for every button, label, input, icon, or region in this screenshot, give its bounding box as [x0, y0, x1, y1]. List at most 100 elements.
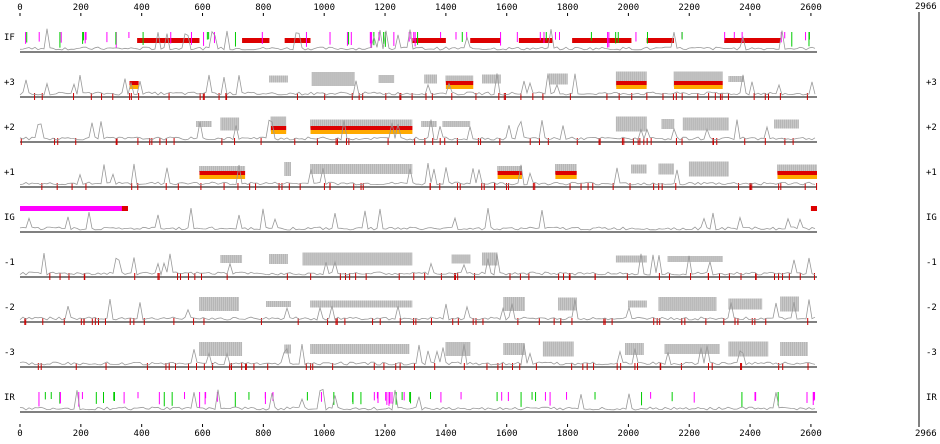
axis-tick-label: 600 [194, 429, 210, 439]
orf-bar-orange [310, 130, 413, 134]
axis-tick-label: 1200 [374, 3, 396, 13]
axis-tick-label: 2400 [739, 3, 761, 13]
if-segment-bar [518, 38, 553, 43]
track-label-right: +1 [926, 168, 937, 178]
orf-bar-orange [129, 85, 139, 89]
track-label: IF [4, 33, 15, 43]
axis-tick-label: 1800 [557, 3, 579, 13]
signal-trace [19, 73, 816, 96]
signal-trace [19, 253, 816, 277]
track-label-right: IG [926, 213, 937, 223]
axis-tick-label: 1000 [313, 3, 335, 13]
if-segment-bar [470, 38, 501, 43]
gray-block [683, 117, 729, 131]
gray-block [284, 162, 291, 176]
orf-bar-orange [777, 175, 817, 179]
orf-bar-orange [497, 175, 522, 179]
gray-block [310, 119, 413, 129]
gray-block [780, 342, 808, 356]
axis-tick-label: 2400 [739, 429, 761, 439]
if-segment-bar [412, 38, 446, 43]
orf-bar-orange [555, 175, 577, 179]
gray-block [664, 344, 720, 354]
orf-bar-orange [270, 130, 287, 134]
ig-red-mark [810, 206, 817, 211]
gray-block [302, 252, 413, 266]
track-label-right: +3 [926, 78, 937, 88]
signal-trace [19, 119, 816, 141]
track-label: IG [4, 213, 15, 223]
gray-block [616, 255, 647, 263]
orf-bar-orange [616, 85, 647, 89]
track-label-right: -2 [926, 303, 937, 313]
track-plus3: +3 +3 [4, 71, 937, 100]
axis-tick-label: 800 [255, 3, 271, 13]
axis-tick-label: 1600 [496, 3, 518, 13]
gray-block [549, 73, 568, 85]
track-minus1: -1 -1 [4, 252, 937, 280]
gray-block [558, 297, 577, 311]
signal-trace [19, 208, 816, 231]
track-label-right: +2 [926, 123, 937, 133]
gray-block [658, 297, 717, 311]
orf-bar-orange [445, 85, 474, 89]
track-minus2: -2 -2 [4, 296, 937, 325]
signal-trace [19, 388, 816, 411]
track-label: -2 [4, 303, 15, 313]
if-segment-bar [242, 38, 270, 43]
gray-block [310, 300, 413, 308]
gray-block [728, 298, 763, 310]
gray-block [220, 117, 240, 131]
axis-tick-label: 2000 [618, 3, 640, 13]
signal-trace [19, 343, 816, 366]
axis-tick-label: 1800 [557, 429, 579, 439]
end-label-bottom: 2966 [915, 429, 937, 439]
orf-bar-red [555, 171, 577, 175]
track-plus2: +2 +2 [4, 116, 937, 145]
track-IF: IF [4, 28, 817, 53]
axis-tick-label: 200 [73, 429, 89, 439]
track-label: -1 [4, 258, 15, 268]
gray-block [284, 344, 291, 354]
gray-block [658, 163, 675, 175]
orf-bar-red [270, 126, 287, 130]
track-label-right: IR [926, 393, 937, 403]
gray-block [310, 344, 410, 354]
axis-tick-label: 0 [17, 3, 22, 13]
axis-tick-label: 1600 [496, 429, 518, 439]
orf-bar-red [129, 81, 139, 85]
axis-tick-label: 200 [73, 3, 89, 13]
ig-magenta-bar [20, 206, 124, 211]
track-label: -3 [4, 348, 15, 358]
axis-tick-label: 2600 [800, 429, 822, 439]
orf-bar-red [616, 81, 647, 85]
if-segment-bar [646, 38, 675, 43]
gray-block [196, 121, 212, 127]
end-label-top: 2966 [915, 2, 937, 12]
axis-tick-label: 2600 [800, 3, 822, 13]
gray-block [442, 121, 471, 127]
axis-tick-label: 0 [17, 429, 22, 439]
track-label: IR [4, 393, 15, 403]
track-minus3: -3 -3 [4, 341, 937, 370]
track-label-right: -3 [926, 348, 937, 358]
if-segment-bar [724, 38, 781, 43]
gray-block [543, 341, 574, 357]
gray-block [445, 75, 474, 83]
gray-block [628, 300, 647, 308]
gray-block [616, 116, 647, 132]
track-label: +2 [4, 123, 15, 133]
axis-tick-label: 2000 [618, 429, 640, 439]
signal-trace [19, 298, 816, 321]
gray-block [780, 296, 799, 312]
track-stack: IF +3 +3 +2 +2 +1 +1 IG IG -1 -1 -2 -2 -3 -3 IR IR [4, 28, 937, 413]
axis-tick-label: 1400 [435, 429, 457, 439]
top-axis: 0 200 400 600 800 1000 1200 1400 1600 1800 2000 220… [17, 3, 822, 16]
gray-block [269, 254, 288, 264]
signal-trace [19, 163, 816, 186]
orf-bar-red [497, 171, 522, 175]
if-segment-bar [284, 38, 311, 43]
axis-tick-label: 800 [255, 429, 271, 439]
